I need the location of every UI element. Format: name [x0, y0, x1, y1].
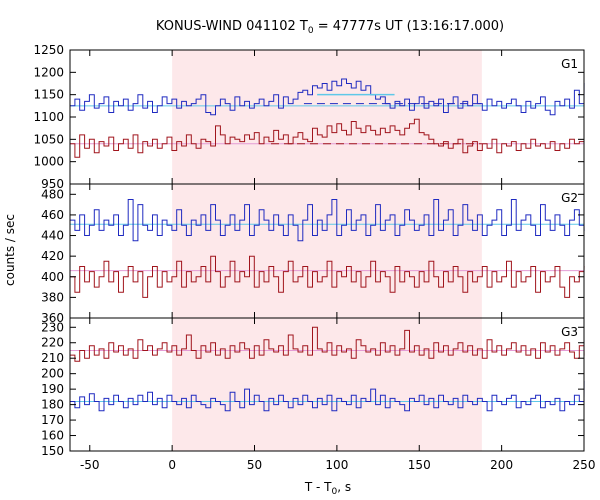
x-tick-label: 100: [325, 458, 348, 472]
series-step-line: [70, 255, 585, 298]
y-tick-label: 170: [41, 413, 64, 427]
x-axis-title: T - T0, s: [304, 480, 351, 497]
y-tick-label: 1050: [33, 132, 64, 146]
y-tick-label: 1150: [33, 88, 64, 102]
figure-title: KONUS-WIND 041102 T0 = 47777s UT (13:16:…: [156, 19, 504, 36]
panel-label: G3: [561, 325, 578, 339]
x-axis-title-subscript: 0: [332, 487, 338, 497]
y-tick-label: 950: [41, 177, 64, 191]
y-tick-label: 480: [41, 187, 64, 201]
x-axis-title-suffix: , s: [337, 480, 351, 494]
y-tick-label: 200: [41, 367, 64, 381]
panel-label: G2: [561, 191, 578, 205]
y-tick-label: 1200: [33, 65, 64, 79]
y-tick-label: 160: [41, 429, 64, 443]
series-step-line: [70, 78, 585, 116]
y-tick-label: 1250: [33, 43, 64, 57]
y-tick-label: 190: [41, 382, 64, 396]
shaded-interval: [172, 184, 482, 318]
x-tick-label: 250: [573, 458, 596, 472]
panel-label: G1: [561, 57, 578, 71]
y-tick-label: 460: [41, 208, 64, 222]
x-tick-label: 150: [408, 458, 431, 472]
y-tick-label: 440: [41, 229, 64, 243]
x-tick-label: 50: [247, 458, 262, 472]
panels-group: 950100010501100115012001250G136038040042…: [33, 43, 595, 472]
x-tick-label: 200: [490, 458, 513, 472]
y-tick-label: 1000: [33, 155, 64, 169]
y-tick-label: 230: [41, 320, 64, 334]
y-tick-label: 360: [41, 311, 64, 325]
figure-title-prefix: KONUS-WIND 041102 T: [156, 19, 308, 34]
panel-g3: -50 0 50 100 150 200 2501501601701801902002102…: [41, 317, 596, 472]
series-step-line: [70, 118, 584, 158]
y-tick-label: 180: [41, 398, 64, 412]
series-step-line: [70, 380, 585, 412]
y-tick-label: 210: [41, 351, 64, 365]
panel-frame: [69, 317, 585, 452]
series-step-line: [70, 326, 585, 362]
y-tick-label: 1100: [33, 110, 64, 124]
x-axis-title-prefix: T - T: [304, 480, 332, 494]
panel-g2: 360 380 400 420 440 460 480 G2: [41, 183, 585, 325]
y-axis-title: counts / sec: [3, 214, 17, 286]
panel-g1: 950 1000 1050 1100 1150 1200 1250 G1: [33, 43, 585, 191]
y-tick-label: 420: [41, 249, 64, 263]
y-tick-label: 150: [41, 444, 64, 458]
x-tick-label: -50: [80, 458, 100, 472]
shaded-interval: [172, 50, 482, 184]
y-tick-label: 220: [41, 336, 64, 350]
y-tick-label: 400: [41, 270, 64, 284]
y-tick-label: 380: [41, 290, 64, 304]
shaded-interval: [172, 318, 482, 451]
x-tick-label: 0: [168, 458, 176, 472]
series-step-line: [70, 199, 585, 242]
figure-title-suffix: = 47777s UT (13:16:17.000): [314, 19, 504, 34]
figure-title-subscript: 0: [308, 26, 314, 36]
